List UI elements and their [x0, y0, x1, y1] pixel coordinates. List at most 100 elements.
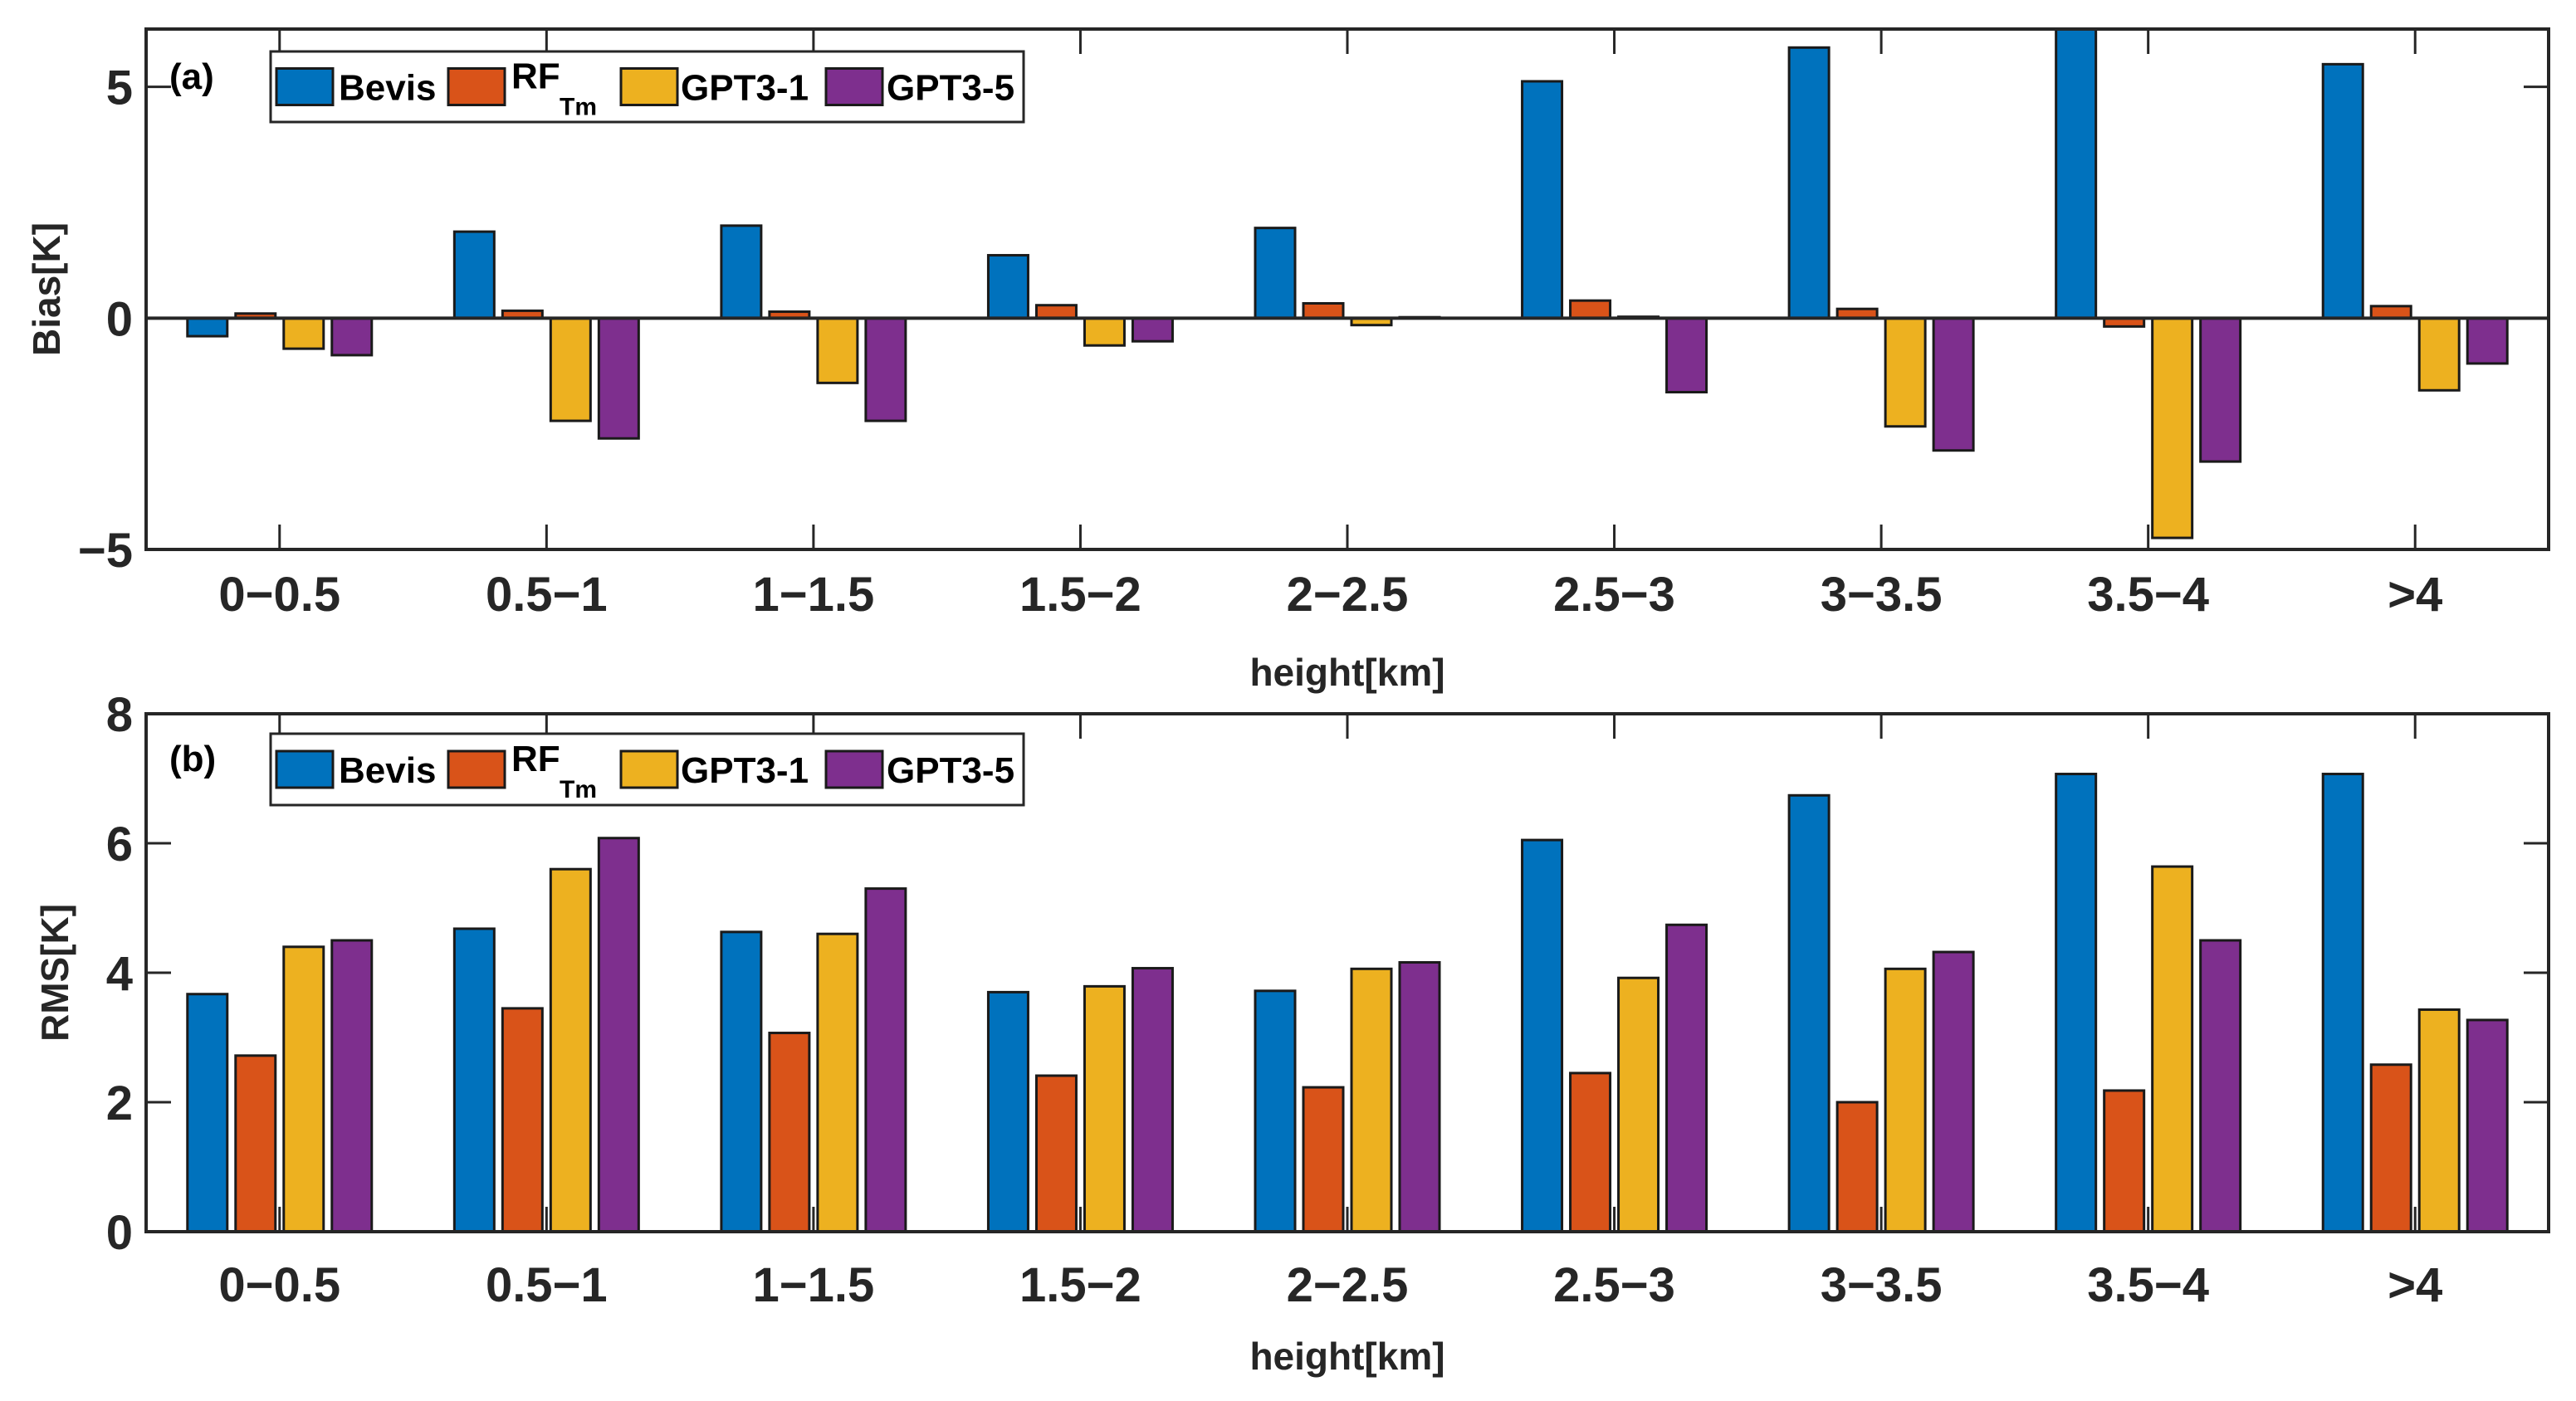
legend-label-bevis: Bevis [339, 68, 436, 109]
y-tick-label: 8 [106, 688, 133, 742]
bar-bevis-8 [2321, 62, 2364, 320]
bar-bevis-2 [720, 930, 763, 1232]
legend-label-rf_tm: RF [511, 739, 560, 779]
bar-rf_tm-1 [501, 1007, 544, 1232]
bar-gpt3-1-5 [1617, 976, 1660, 1232]
x-tick-label: 1.5−2 [1019, 568, 1141, 622]
bar-gpt3-5-2 [864, 887, 907, 1232]
x-tick-label: 0.5−1 [486, 568, 608, 622]
bar-gpt3-5-6 [1932, 316, 1975, 452]
bar-bevis-0 [186, 993, 229, 1232]
legend-swatch-bevis [275, 67, 335, 106]
x-tick-label: 3−3.5 [1821, 1258, 1943, 1312]
bar-bevis-0 [186, 316, 229, 338]
panel-a: 0−0.5 0.5−1 1−1.5 1.5−2 2−2.5 2.5−3 3−3.5 3.5−4… [25, 27, 2550, 694]
x-tick-label: 0−0.5 [218, 568, 340, 622]
bar-rf_tm-6 [1835, 1101, 1879, 1232]
bars [186, 29, 2509, 539]
x-tick-label: 2−2.5 [1287, 568, 1409, 622]
bar-rf_tm-0 [234, 1054, 277, 1232]
bar-gpt3-1-2 [816, 932, 859, 1232]
panel-label: (a) [169, 56, 214, 97]
bar-bevis-2 [720, 224, 763, 320]
panel-label: (b) [169, 739, 216, 779]
bar-gpt3-5-1 [597, 316, 640, 440]
bar-bevis-5 [1521, 838, 1564, 1232]
legend-label-gpt3-1: GPT3-1 [681, 750, 809, 791]
bar-gpt3-5-5 [1665, 923, 1708, 1232]
x-tick-label: 2.5−3 [1553, 568, 1675, 622]
y-tick-label: 4 [106, 947, 133, 1001]
bar-gpt3-5-0 [330, 939, 374, 1232]
bar-gpt3-1-6 [1884, 316, 1927, 428]
bar-gpt3-5-7 [2199, 316, 2242, 463]
x-tick-label: 0−0.5 [218, 1258, 340, 1312]
bar-gpt3-1-8 [2417, 1008, 2461, 1232]
bar-gpt3-1-4 [1350, 967, 1393, 1232]
y-tick-label: 2 [106, 1076, 133, 1130]
x-tick-label: 3.5−4 [2087, 1258, 2209, 1312]
bar-gpt3-1-8 [2417, 316, 2461, 392]
bar-bevis-1 [452, 927, 496, 1232]
x-tick-label: 1−1.5 [753, 568, 875, 622]
bar-gpt3-5-5 [1665, 316, 1708, 394]
bar-gpt3-1-3 [1083, 984, 1126, 1232]
x-tick-label: 1.5−2 [1019, 1258, 1141, 1312]
bar-bevis-4 [1254, 227, 1297, 320]
bar-bevis-3 [986, 990, 1029, 1232]
bar-gpt3-1-7 [2151, 316, 2194, 539]
legend-swatch-gpt3-1 [619, 749, 679, 789]
legend-swatch-gpt3-1 [619, 67, 679, 106]
legend-box [269, 50, 1025, 124]
bar-gpt3-1-7 [2151, 865, 2194, 1232]
bar-gpt3-5-8 [2466, 1018, 2509, 1232]
bar-bevis-6 [1787, 46, 1831, 320]
legend-label-gpt3-5: GPT3-5 [887, 750, 1014, 791]
legend-label-gpt3-5: GPT3-5 [887, 68, 1014, 109]
bar-gpt3-5-8 [2466, 316, 2509, 365]
bar-rf_tm-3 [1034, 304, 1078, 320]
legend-label-gpt3-1: GPT3-1 [681, 68, 809, 109]
bar-gpt3-1-2 [816, 316, 859, 384]
legend-swatch-rf_tm [447, 67, 506, 106]
bar-rf_tm-5 [1569, 1071, 1612, 1232]
x-tick-label: >4 [2388, 568, 2442, 622]
bar-gpt3-5-0 [330, 316, 374, 357]
x-tick-label: 2−2.5 [1287, 1258, 1409, 1312]
bar-bevis-4 [1254, 989, 1297, 1232]
bar-gpt3-1-1 [549, 316, 592, 422]
bar-gpt3-5-2 [864, 316, 907, 422]
bar-gpt3-5-6 [1932, 950, 1975, 1232]
x-tick-label: 3.5−4 [2087, 568, 2209, 622]
y-axis-label: Bias[K] [25, 222, 68, 356]
x-tick-label: 2.5−3 [1553, 1258, 1675, 1312]
bar-rf_tm-8 [2369, 1063, 2412, 1232]
bar-gpt3-1-0 [282, 316, 325, 350]
legend-swatch-rf_tm [447, 749, 506, 789]
bar-gpt3-5-3 [1131, 316, 1174, 343]
legend-swatch-bevis [275, 749, 335, 789]
x-axis-label: height[km] [1249, 1335, 1444, 1378]
bar-gpt3-5-4 [1398, 961, 1441, 1232]
bar-bevis-7 [2055, 773, 2098, 1232]
panel-b: 0−0.5 0.5−1 1−1.5 1.5−2 2−2.5 2.5−3 3−3.5 3.5−4… [33, 688, 2550, 1378]
legend-subscript: Tm [560, 776, 597, 803]
bar-gpt3-1-1 [549, 867, 592, 1232]
bar-bevis-1 [452, 230, 496, 320]
bar-bevis-6 [1787, 793, 1831, 1232]
bar-rf_tm-7 [2103, 1089, 2146, 1232]
y-axis-label: RMS[K] [33, 904, 76, 1042]
legend-label-bevis: Bevis [339, 750, 436, 791]
bar-rf_tm-4 [1302, 301, 1345, 320]
bar-bevis-3 [986, 254, 1029, 320]
legend-label-rf_tm: RF [511, 56, 560, 97]
x-tick-label: >4 [2388, 1258, 2442, 1312]
bar-rf_tm-8 [2369, 305, 2412, 320]
bar-bevis-5 [1521, 80, 1564, 320]
y-tick-label: 5 [106, 61, 133, 115]
bar-rf_tm-5 [1569, 299, 1612, 320]
y-tick-label: 6 [106, 818, 133, 871]
bar-gpt3-1-6 [1884, 967, 1927, 1232]
